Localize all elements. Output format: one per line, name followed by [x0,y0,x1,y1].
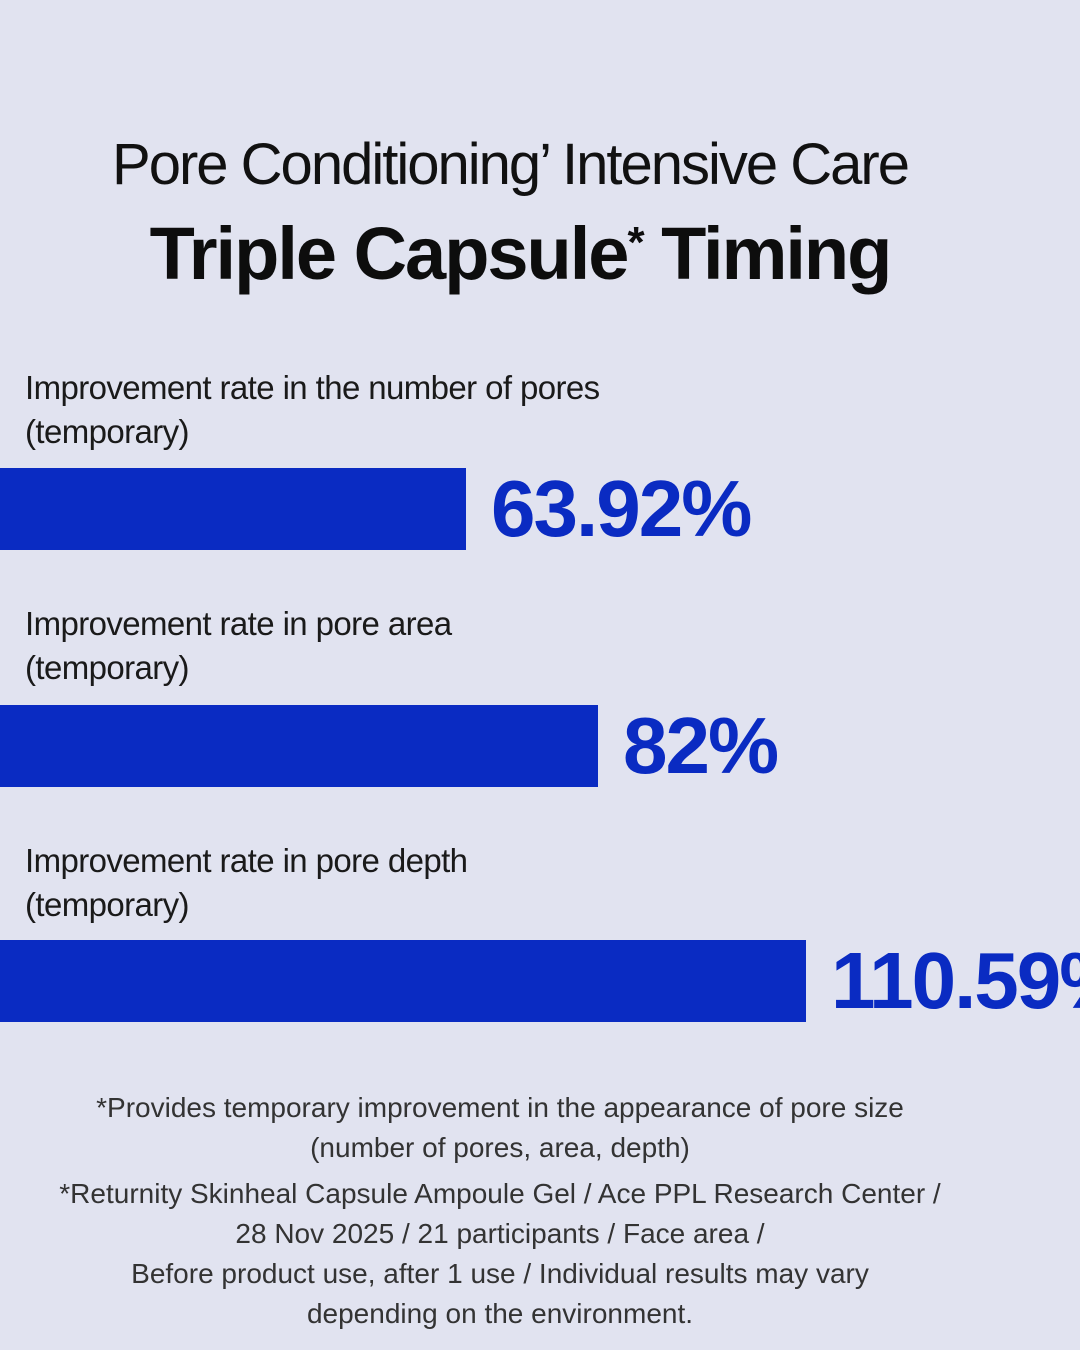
bar-label-line: Improvement rate in pore area [25,605,452,642]
bar-label-pore-depth: Improvement rate in pore depth (temporar… [25,839,925,927]
bar-label-line: (temporary) [25,413,190,450]
bar-label-pore-area: Improvement rate in pore area (temporary… [25,602,925,690]
bar-label-line: (temporary) [25,886,190,923]
bar-pore-area [0,705,598,787]
value-label-pore-area: 82% [623,701,779,790]
title-main: Triple Capsule [149,212,630,295]
footnote-line: depending on the environment. [306,1298,694,1329]
bar-label-line: (temporary) [25,649,190,686]
footnote-line: (number of pores, area, depth) [310,1132,690,1163]
value-label-pore-number: 63.92% [491,464,752,553]
footnote-line: 28 Nov 2025 / 21 participants / Face are… [235,1218,765,1249]
bar-label-line: Improvement rate in pore depth [25,842,468,879]
title-end: Timing [642,212,892,295]
footnote-line: *Returnity Skinheal Capsule Ampoule Gel … [59,1178,941,1209]
value-label-pore-depth: 110.59% [831,936,1080,1025]
bar-label-pore-number: Improvement rate in the number of pores … [25,366,925,454]
bar-pore-number [0,468,466,550]
footnote-1: *Provides temporary improvement in the a… [0,1088,1000,1168]
title-asterisk: * [627,218,644,267]
title-line-1: Pore Conditioning’ Intensive Care [112,132,910,197]
footnote-line: Before product use, after 1 use / Indivi… [131,1258,869,1289]
title-line-2: Triple Capsule* Timing [0,210,1040,299]
bar-pore-depth [0,940,806,1022]
bar-label-line: Improvement rate in the number of pores [25,369,600,406]
footnote-2: *Returnity Skinheal Capsule Ampoule Gel … [0,1174,1000,1334]
footnote-line: *Provides temporary improvement in the a… [96,1092,904,1123]
